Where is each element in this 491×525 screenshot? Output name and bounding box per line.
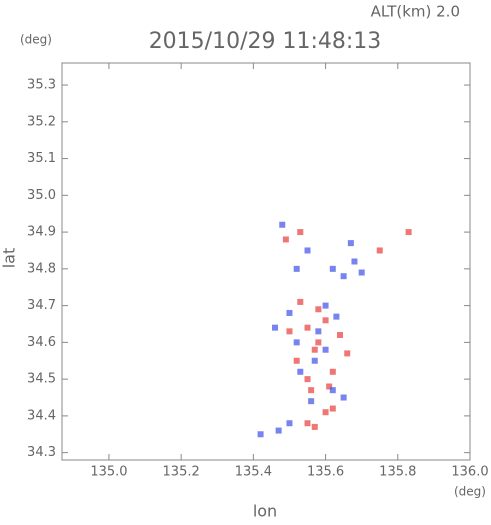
point [304,376,311,383]
y-unit: (deg) [20,33,52,47]
point [322,409,329,416]
point [286,309,293,316]
point [351,258,358,265]
point [293,265,300,272]
y-tick-label: 34.9 [27,225,56,240]
chart-title: 2015/10/29 11:48:13 [149,29,382,54]
point [326,383,333,390]
y-tick-label: 34.4 [27,408,56,423]
point [293,339,300,346]
point [329,387,336,394]
y-tick-label: 34.7 [27,298,56,313]
point [286,420,293,427]
y-tick-label: 34.3 [27,445,56,460]
x-tick-label: 135.6 [307,465,344,480]
point [297,229,304,236]
x-tick-label: 135.8 [379,465,416,480]
x-axis-label: lon [253,502,277,521]
point [340,394,347,401]
y-tick-label: 34.6 [27,335,56,350]
plot-frame [61,62,471,461]
y-tick-label: 35.1 [27,151,56,166]
point [315,339,322,346]
point [329,265,336,272]
point [286,328,293,335]
point [315,328,322,335]
y-axis-label: lat [0,248,19,269]
point [297,298,304,305]
subtitle: ALT(km) 2.0 [371,3,460,21]
y-tick-label: 35.3 [27,78,56,93]
point [311,357,318,364]
y-tick-label: 35.2 [27,114,56,129]
y-tick-label: 35.0 [27,188,56,203]
x-tick-label: 136.0 [451,465,488,480]
point [304,324,311,331]
point [322,346,329,353]
point [279,221,286,228]
x-tick-label: 135.2 [163,465,200,480]
point [347,240,354,247]
point [257,431,264,438]
point [329,405,336,412]
x-tick-label: 135.4 [235,465,272,480]
point [405,229,412,236]
point [340,273,347,280]
point [322,317,329,324]
point [322,302,329,309]
point [376,247,383,254]
x-tick-label: 135.0 [90,465,127,480]
point [333,313,340,320]
point [358,269,365,276]
point [329,368,336,375]
x-unit: (deg) [454,485,486,499]
point [311,346,318,353]
point [275,427,282,434]
point [311,423,318,430]
y-tick-label: 34.5 [27,372,56,387]
point [337,332,344,339]
point [297,368,304,375]
point [344,350,351,357]
point [315,306,322,313]
point [304,247,311,254]
point [308,398,315,405]
point [308,387,315,394]
point [282,236,289,243]
point [272,324,279,331]
point [293,357,300,364]
point [304,420,311,427]
y-tick-label: 34.8 [27,261,56,276]
